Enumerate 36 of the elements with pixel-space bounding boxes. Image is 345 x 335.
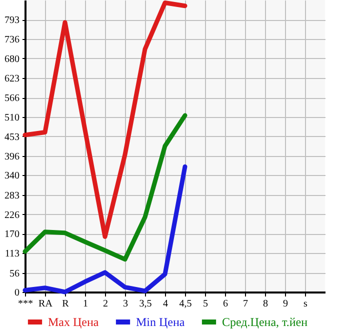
y-tick-label: 0: [14, 288, 20, 298]
x-tick-label: 7: [243, 298, 248, 310]
y-tick-label: 453: [4, 132, 20, 143]
legend-label: Min Цена: [136, 315, 186, 329]
line-series: [22, 0, 188, 239]
x-tick-label: 9: [283, 298, 288, 310]
y-tick-label: 566: [4, 93, 20, 104]
x-tick-label: R: [62, 298, 70, 310]
line-series: [22, 164, 188, 294]
y-tick-label: 396: [4, 151, 20, 162]
x-tick-label: 2: [103, 298, 108, 310]
legend-label: Max Цена: [48, 315, 100, 329]
y-tick-label: 736: [4, 34, 20, 46]
y-tick-label: 680: [4, 54, 20, 65]
x-tick-label: 4: [163, 298, 168, 310]
x-tick-label: 8: [263, 298, 268, 310]
y-tick-label: 793: [4, 15, 20, 26]
y-tick-label: 623: [4, 73, 20, 84]
y-tick-label: 113: [4, 248, 20, 260]
y-tick-label: 340: [4, 170, 20, 182]
x-tick-label: s: [304, 298, 308, 310]
y-tick-label: 170: [4, 229, 20, 240]
x-tick-label: ***: [18, 298, 33, 310]
legend-label: Сред.Цена, т.йен: [222, 315, 308, 329]
x-tick-label: 5: [203, 298, 208, 310]
line-series: [22, 113, 188, 262]
x-tick-label: 3,5: [139, 298, 152, 310]
y-tick-label: 283: [4, 190, 20, 202]
y-tick-label: 226: [4, 210, 20, 221]
x-tick-label: 1: [83, 298, 88, 310]
x-tick-label: RA: [38, 298, 54, 310]
y-tick-label: 56: [10, 268, 20, 280]
x-tick-label: 6: [223, 298, 228, 310]
x-tick-label: 4,5: [179, 298, 192, 310]
y-tick-label: 510: [4, 112, 20, 124]
x-tick-label: 3: [123, 298, 128, 310]
